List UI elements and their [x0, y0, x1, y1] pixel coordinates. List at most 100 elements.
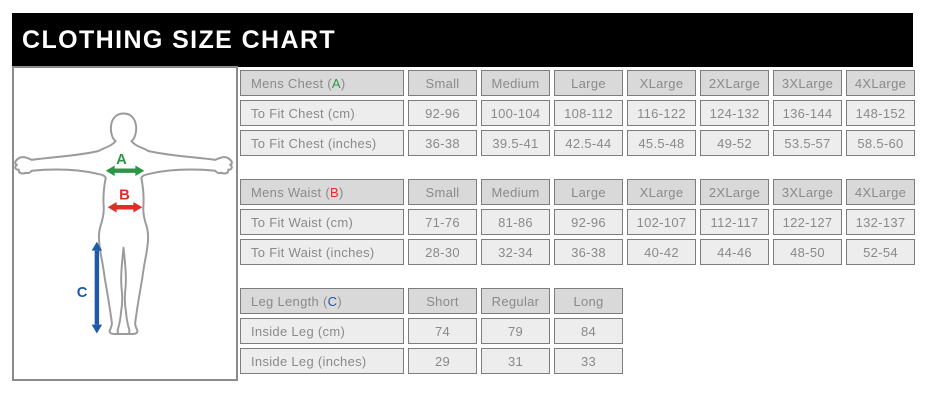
size-column-header: Short [408, 288, 477, 314]
size-column-header: Large [554, 70, 623, 96]
row-label-cell: To Fit Chest (inches) [240, 130, 404, 156]
leg-arrow-bottom-head [91, 324, 103, 334]
measure-letter: B [329, 184, 339, 200]
table-title: Leg Length [251, 293, 320, 309]
value-cell: 112-117 [700, 209, 769, 235]
size-column-header: Medium [481, 179, 550, 205]
size-column-header: Small [408, 179, 477, 205]
value-cell: 31 [481, 348, 550, 374]
value-cell: 81-86 [481, 209, 550, 235]
table-header-row: Mens Chest (A) Small Medium Large XLarge… [240, 70, 915, 96]
size-column-header: XLarge [627, 179, 696, 205]
leg-arrow-label: C [77, 285, 88, 301]
table-title: Mens Chest [251, 75, 324, 91]
letter-paren-close: ) [338, 184, 344, 200]
waist-arrow-right-head [133, 201, 143, 213]
measure-letter: C [327, 293, 338, 309]
value-cell: 39.5-41 [481, 130, 550, 156]
table-header-row: Leg Length (C) Short Regular Long [240, 288, 623, 314]
size-column-header: 4XLarge [846, 70, 915, 96]
size-column-header: Regular [481, 288, 550, 314]
value-cell: 36-38 [408, 130, 477, 156]
table-row: To Fit Waist (inches) 28-30 32-34 36-38 … [240, 239, 915, 265]
value-cell: 36-38 [554, 239, 623, 265]
size-column-header: Medium [481, 70, 550, 96]
row-label-cell: To Fit Chest (cm) [240, 100, 404, 126]
table-row: Inside Leg (inches) 29 31 33 [240, 348, 623, 374]
value-cell: 136-144 [773, 100, 842, 126]
waist-arrow-left-head [107, 201, 117, 213]
value-cell: 92-96 [554, 209, 623, 235]
human-body-outline [14, 112, 233, 335]
table-row: Inside Leg (cm) 74 79 84 [240, 318, 623, 344]
waist-width-arrow: B [107, 187, 143, 213]
table-header-row: Mens Waist (B) Small Medium Large XLarge… [240, 179, 915, 205]
value-cell: 84 [554, 318, 623, 344]
table-row: To Fit Waist (cm) 71-76 81-86 92-96 102-… [240, 209, 915, 235]
value-cell: 122-127 [773, 209, 842, 235]
table-title-cell: Mens Waist (B) [240, 179, 404, 205]
size-column-header: Long [554, 288, 623, 314]
size-column-header: 4XLarge [846, 179, 915, 205]
size-tables-section: Mens Chest (A) Small Medium Large XLarge… [236, 66, 919, 378]
value-cell: 116-122 [627, 100, 696, 126]
value-cell: 28-30 [408, 239, 477, 265]
table-title: Mens Waist [251, 184, 322, 200]
chest-arrow-left-head [105, 165, 115, 176]
value-cell: 29 [408, 348, 477, 374]
value-cell: 44-46 [700, 239, 769, 265]
body-diagram-svg: A B C [14, 112, 233, 335]
row-label-cell: Inside Leg (cm) [240, 318, 404, 344]
chest-arrow-right-head [135, 165, 145, 176]
measure-letter: A [331, 75, 341, 91]
size-column-header: XLarge [627, 70, 696, 96]
row-label-cell: To Fit Waist (cm) [240, 209, 404, 235]
leg-length-table: Leg Length (C) Short Regular Long Inside… [236, 284, 627, 378]
leg-arrow-top-head [91, 241, 103, 251]
value-cell: 124-132 [700, 100, 769, 126]
waist-arrow-label: B [119, 187, 130, 203]
row-label-cell: Inside Leg (inches) [240, 348, 404, 374]
size-column-header: Large [554, 179, 623, 205]
waist-size-table: Mens Waist (B) Small Medium Large XLarge… [236, 175, 919, 269]
value-cell: 102-107 [627, 209, 696, 235]
table-row: To Fit Chest (cm) 92-96 100-104 108-112 … [240, 100, 915, 126]
size-column-header: 3XLarge [773, 70, 842, 96]
inside-leg-arrow: C [77, 241, 103, 334]
row-label-cell: To Fit Waist (inches) [240, 239, 404, 265]
value-cell: 71-76 [408, 209, 477, 235]
value-cell: 52-54 [846, 239, 915, 265]
letter-paren-close: ) [337, 293, 342, 309]
value-cell: 148-152 [846, 100, 915, 126]
page-title: CLOTHING SIZE CHART [22, 25, 337, 54]
table-title-cell: Leg Length (C) [240, 288, 404, 314]
size-column-header: 2XLarge [700, 70, 769, 96]
value-cell: 32-34 [481, 239, 550, 265]
letter-paren-open: ( [323, 75, 332, 91]
letter-paren-close: ) [340, 75, 346, 91]
value-cell: 79 [481, 318, 550, 344]
letter-paren-open: ( [321, 184, 330, 200]
size-column-header: 3XLarge [773, 179, 842, 205]
value-cell: 42.5-44 [554, 130, 623, 156]
value-cell: 132-137 [846, 209, 915, 235]
value-cell: 40-42 [627, 239, 696, 265]
size-column-header: Small [408, 70, 477, 96]
body-measurement-diagram: A B C [12, 66, 238, 381]
letter-paren-open: ( [319, 293, 328, 309]
value-cell: 58.5-60 [846, 130, 915, 156]
table-row: To Fit Chest (inches) 36-38 39.5-41 42.5… [240, 130, 915, 156]
chest-arrow-label: A [116, 152, 127, 168]
title-bar: CLOTHING SIZE CHART [12, 13, 913, 67]
chest-width-arrow: A [105, 152, 145, 176]
value-cell: 108-112 [554, 100, 623, 126]
size-column-header: 2XLarge [700, 179, 769, 205]
chest-size-table: Mens Chest (A) Small Medium Large XLarge… [236, 66, 919, 160]
value-cell: 74 [408, 318, 477, 344]
value-cell: 100-104 [481, 100, 550, 126]
value-cell: 45.5-48 [627, 130, 696, 156]
value-cell: 33 [554, 348, 623, 374]
value-cell: 49-52 [700, 130, 769, 156]
table-title-cell: Mens Chest (A) [240, 70, 404, 96]
value-cell: 48-50 [773, 239, 842, 265]
